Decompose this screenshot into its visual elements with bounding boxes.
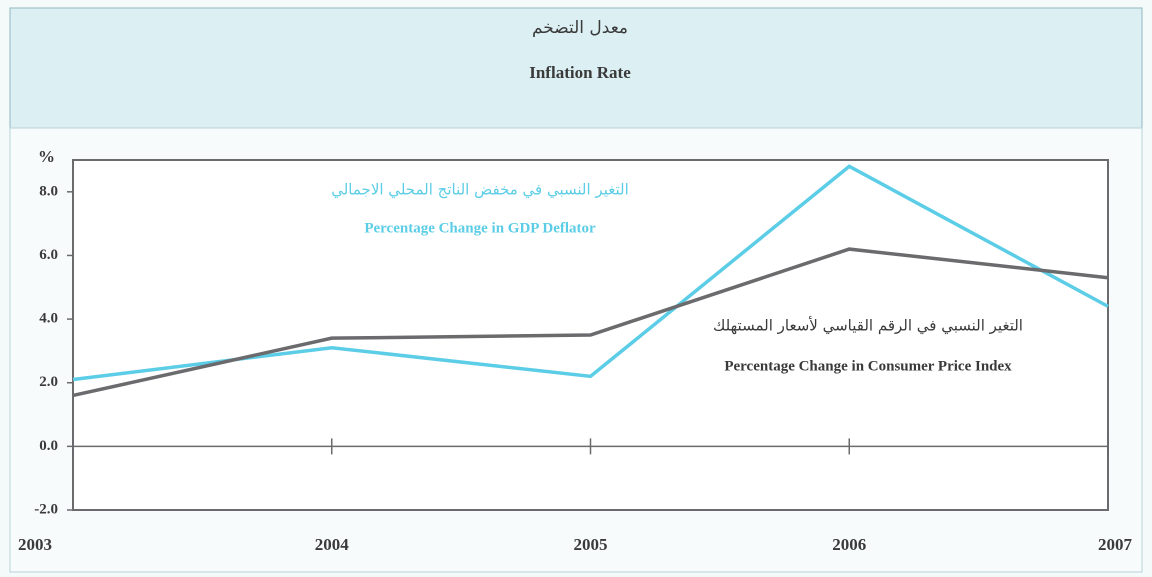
- y-tick-label: 6.0: [39, 247, 58, 263]
- y-tick-label: 8.0: [39, 183, 58, 199]
- x-tick-label: 2004: [315, 535, 350, 554]
- y-tick-label: -2.0: [34, 501, 58, 517]
- series-label-ar: التغير النسبي في مخفض الناتج المحلي الاج…: [331, 181, 629, 200]
- chart-title: Inflation Rate: [529, 63, 631, 82]
- x-tick-label: 2005: [574, 535, 608, 554]
- y-tick-label: 2.0: [39, 374, 58, 390]
- y-tick-label: 0.0: [39, 438, 58, 454]
- series-label: Percentage Change in GDP Deflator: [364, 220, 596, 236]
- title-banner: [9, 7, 1143, 129]
- y-tick-label: 4.0: [39, 311, 58, 327]
- y-axis-label: %: [38, 147, 55, 166]
- series-label: Percentage Change in Consumer Price Inde…: [724, 358, 1012, 374]
- series-line: [72, 247, 1109, 398]
- x-tick-label: 2007: [1098, 535, 1133, 554]
- series-label-ar: التغير النسبي في الرقم القياسي لأسعار ال…: [713, 316, 1023, 336]
- x-tick-label: 2006: [832, 535, 866, 554]
- chart-title-ar: معدل التضخم: [532, 18, 628, 38]
- x-tick-label: 2003: [18, 535, 52, 554]
